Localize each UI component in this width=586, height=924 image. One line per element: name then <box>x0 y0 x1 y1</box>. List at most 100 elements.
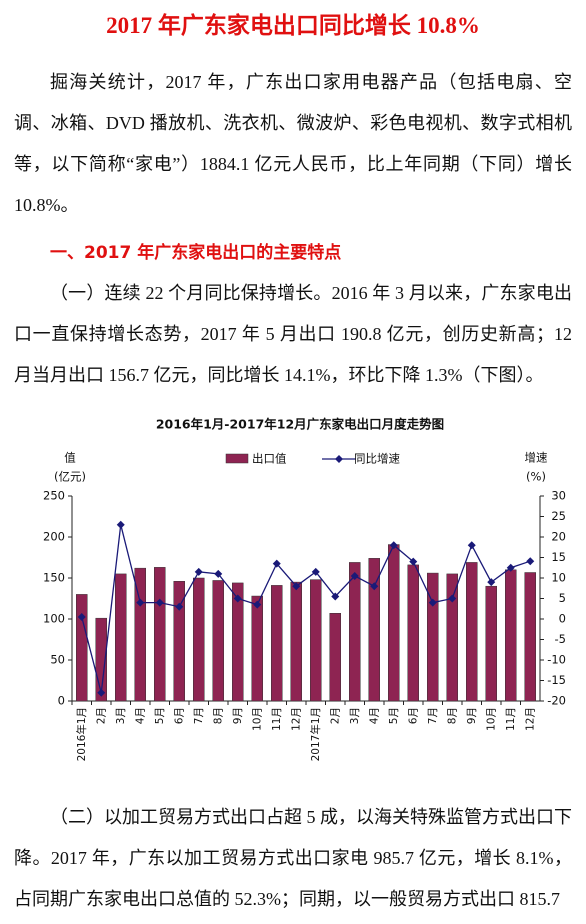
line-marker <box>136 598 145 607</box>
bar <box>212 580 224 702</box>
line-marker <box>487 578 496 587</box>
chart-title: 2016年1月-2017年12月广东家电出口月度走势图 <box>156 417 444 432</box>
y2-tick-label: 30 <box>551 489 566 503</box>
x-tick-label: 7月 <box>193 707 205 724</box>
y2-tick-label: -5 <box>555 632 566 646</box>
bar <box>329 613 341 702</box>
y2-tick-label: -10 <box>547 653 566 667</box>
y-tick-label: 250 <box>43 489 65 503</box>
line-marker <box>214 569 223 578</box>
y-tick-label: 0 <box>58 694 65 708</box>
line-marker <box>253 600 262 609</box>
line-marker <box>428 598 437 607</box>
line-marker <box>331 592 340 601</box>
bar <box>310 579 322 702</box>
line-marker <box>467 541 476 550</box>
bar <box>251 595 263 702</box>
paragraph: （二）以加工贸易方式出口占超 5 成，以海关特殊监管方式出口下降。2017 年，… <box>14 807 572 909</box>
x-tick-label: 6月 <box>173 707 185 724</box>
bar <box>193 577 205 702</box>
x-tick-label: 9月 <box>232 707 244 724</box>
y2-axis-label: (%) <box>526 470 546 484</box>
line-marker <box>506 563 515 572</box>
line-marker <box>194 567 203 576</box>
line-marker <box>116 520 125 529</box>
y-tick-label: 150 <box>43 571 65 585</box>
line-marker <box>155 598 164 607</box>
x-tick-label: 2月 <box>329 707 341 724</box>
line-marker <box>272 559 281 568</box>
bar <box>368 558 380 702</box>
y-tick-label: 100 <box>43 612 65 626</box>
y-tick-label: 200 <box>43 530 65 544</box>
bar <box>134 567 146 702</box>
x-tick-label: 8月 <box>446 707 458 724</box>
x-tick-label: 4月 <box>134 707 146 724</box>
y2-tick-label: -15 <box>547 673 566 687</box>
x-tick-label: 11月 <box>505 707 517 731</box>
x-tick-label: 3月 <box>115 707 127 724</box>
y-axis-label: 值 <box>64 451 76 465</box>
y2-tick-label: 15 <box>551 550 566 564</box>
line-marker <box>175 602 184 611</box>
x-tick-label: 10月 <box>485 707 497 731</box>
x-tick-label: 12月 <box>290 707 302 731</box>
line-marker <box>97 688 106 697</box>
y2-tick-label: 25 <box>551 509 566 523</box>
bar <box>388 544 400 702</box>
line-marker <box>77 612 86 621</box>
x-tick-label: 3月 <box>349 707 361 724</box>
legend-swatch <box>335 455 343 463</box>
legend-swatch <box>225 453 249 464</box>
chart: 2016年1月-2017年12月广东家电出口月度走势图 值 (亿元) 增速 (%… <box>43 417 566 762</box>
x-tick-label: 5月 <box>154 707 166 724</box>
line-marker <box>233 594 242 603</box>
x-tick-label: 12月 <box>524 707 536 731</box>
bar <box>524 572 536 702</box>
line <box>81 524 531 693</box>
x-tick-label: 2016年1月 <box>75 707 88 761</box>
y-axis-label: (亿元) <box>54 470 86 484</box>
page-title: 2017 年广东家电出口同比增长 10.8% <box>106 13 480 38</box>
legend-label: 出口值 <box>252 452 287 466</box>
y2-tick-label: -20 <box>547 694 566 708</box>
paragraph: （一）连续 22 个月同比保持增长。2016 年 3 月以来，广东家电出口一直保… <box>14 283 572 385</box>
bar <box>466 562 478 702</box>
bar <box>95 617 107 702</box>
y2-tick-label: 5 <box>559 591 566 605</box>
bar <box>115 573 127 702</box>
bar <box>173 581 185 702</box>
line-marker <box>370 582 379 591</box>
bar <box>232 582 244 702</box>
x-tick-label: 4月 <box>368 707 380 724</box>
bar <box>446 573 458 702</box>
x-tick-label: 10月 <box>251 707 263 731</box>
paragraph: 掘海关统计，2017 年，广东出口家用电器产品（包括电扇、空调、冰箱、DVD 播… <box>14 72 572 215</box>
line-marker <box>292 582 301 591</box>
y2-axis-label: 增速 <box>525 451 548 465</box>
x-tick-label: 8月 <box>212 707 224 724</box>
bar <box>349 562 361 702</box>
bar <box>505 569 517 702</box>
line-marker <box>526 557 535 566</box>
bar <box>76 594 88 702</box>
bar <box>154 567 166 702</box>
bar <box>485 585 497 702</box>
line-marker <box>350 571 359 580</box>
section-heading: 一、2017 年广东家电出口的主要特点 <box>50 243 342 263</box>
line-marker <box>389 541 398 550</box>
line-marker <box>311 567 320 576</box>
y2-tick-label: 10 <box>551 571 566 585</box>
x-tick-label: 5月 <box>388 707 400 724</box>
legend-label: 同比增速 <box>354 452 400 466</box>
x-tick-label: 9月 <box>466 707 478 724</box>
y2-tick-label: 0 <box>559 612 566 626</box>
bar <box>271 585 283 702</box>
y2-tick-label: 20 <box>551 530 566 544</box>
bar <box>427 572 439 702</box>
line-marker <box>409 557 418 566</box>
x-tick-label: 2017年1月 <box>309 707 322 761</box>
bar <box>290 581 302 702</box>
bar <box>407 564 419 702</box>
